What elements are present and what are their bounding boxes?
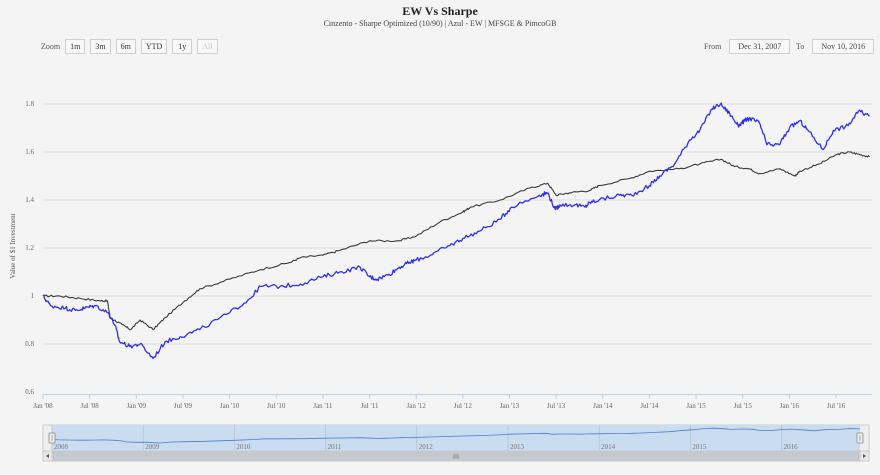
navigator[interactable]: 2008 2009 2010 2011 2012 2013 2014 2015 2016 III — [42, 424, 870, 462]
chart-title: EW Vs Sharpe — [402, 4, 478, 18]
arrow-right-icon — [863, 454, 866, 458]
range-selector-zoom: Zoom 1m 3m 6m YTD 1y All — [41, 39, 223, 54]
x-tick-label: Jul '09 — [174, 402, 193, 410]
navigator-selected-range[interactable] — [52, 425, 860, 451]
chart-subtitle: Cinzento - Sharpe Optimized (10/90) | Az… — [323, 19, 557, 28]
scrollbar-grip: III — [453, 455, 459, 461]
zoom-ytd-button[interactable]: YTD — [140, 39, 168, 54]
y-tick-label: 0.8 — [25, 340, 34, 348]
zoom-all-button[interactable]: All — [197, 39, 218, 54]
navigator-series-line — [51, 427, 861, 444]
from-label: From — [704, 42, 722, 51]
x-tick-label: Jan '13 — [500, 402, 520, 410]
navigator-year-label: 2008 — [54, 443, 69, 451]
x-tick-label: Jul '08 — [81, 402, 100, 410]
x-tick-label: Jan '14 — [593, 402, 613, 410]
x-tick-label: Jul '16 — [827, 402, 846, 410]
navigator-year-label: 2016 — [784, 443, 799, 451]
y-tick-label: 1.6 — [25, 148, 34, 156]
x-tick-label: Jan '08 — [33, 402, 53, 410]
series-line-gray — [42, 151, 871, 331]
x-tick-label: Jul '13 — [547, 402, 566, 410]
zoom-6m-button[interactable]: 6m — [115, 39, 136, 54]
zoom-1m-button[interactable]: 1m — [65, 39, 86, 54]
navigator-year-label: 2015 — [692, 443, 707, 451]
y-tick-label: 0.6 — [25, 388, 34, 396]
gridlines — [43, 103, 872, 345]
x-tick-label: Jul '11 — [361, 402, 379, 410]
zoom-1y-button[interactable]: 1y — [172, 39, 193, 54]
y-axis-ticks: 0.6 0.8 1 1.2 1.4 1.6 1.8 — [25, 100, 34, 396]
series-lines — [42, 102, 871, 360]
x-tick-label: Jul '12 — [454, 402, 473, 410]
x-axis: Jan '08 Jul '08 Jan '09 Jul '09 Jan '10 Jul '… — [33, 394, 872, 410]
from-date-input[interactable]: Dec 31, 2007 — [729, 39, 791, 54]
to-date-input[interactable]: Nov 10, 2016 — [812, 39, 875, 54]
y-tick-label: 1.8 — [25, 100, 34, 108]
y-tick-label: 1.4 — [25, 196, 34, 204]
x-tick-label: Jul '14 — [640, 402, 659, 410]
navigator-year-label: 2012 — [419, 443, 434, 451]
to-label: To — [796, 42, 805, 51]
x-tick-label: Jan '11 — [313, 402, 333, 410]
navigator-year-label: 2014 — [601, 443, 616, 451]
navigator-year-label: 2011 — [328, 443, 342, 451]
navigator-year-label: 2010 — [236, 443, 251, 451]
navigator-year-label: 2009 — [145, 443, 160, 451]
range-to: To Nov 10, 2016 — [796, 39, 875, 54]
x-tick-label: Jan '12 — [407, 402, 427, 410]
x-tick-label: Jul '15 — [734, 402, 753, 410]
series-line-blue — [42, 102, 870, 360]
zoom-3m-button[interactable]: 3m — [90, 39, 111, 54]
navigator-year-label: 2013 — [510, 443, 525, 451]
x-tick-label: Jan '10 — [220, 402, 240, 410]
x-tick-label: Jan '16 — [780, 402, 800, 410]
x-tick-label: Jan '15 — [686, 402, 706, 410]
range-from: From Dec 31, 2007 — [704, 39, 791, 54]
y-tick-label: 1.2 — [25, 244, 34, 252]
zoom-label: Zoom — [41, 42, 61, 51]
y-tick-label: 1 — [31, 292, 35, 300]
x-tick-label: Jul '10 — [267, 402, 286, 410]
x-tick-label: Jan '09 — [127, 402, 147, 410]
arrow-left-icon — [46, 454, 49, 458]
scrollbar-thumb[interactable] — [52, 451, 860, 461]
